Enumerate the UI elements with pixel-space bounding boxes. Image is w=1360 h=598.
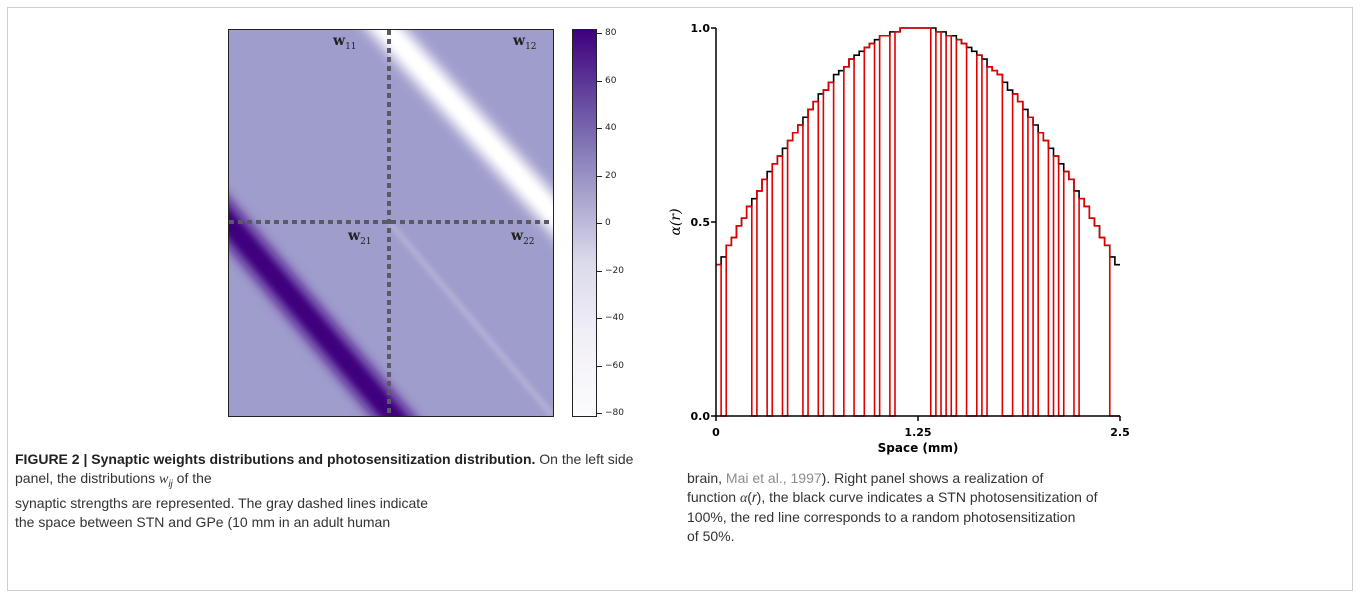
colorbar-tick-label: −20	[605, 266, 624, 276]
colorbar-tick	[597, 33, 602, 34]
reference-link[interactable]: Mai et al., 1997	[725, 470, 822, 486]
w22-faint-band	[386, 220, 553, 416]
label-w21: w21	[348, 228, 372, 247]
colorbar-tick-label: 60	[605, 76, 617, 86]
colorbar-tick	[597, 223, 602, 224]
colorbar-tick-label: −60	[605, 361, 624, 371]
synaptic-weights-heatmap	[228, 29, 554, 417]
colorbar-tick-label: 40	[605, 123, 617, 133]
colorbar-tick	[597, 366, 602, 367]
caption-right-line-4: of 50%.	[687, 527, 735, 544]
colorbar-tick-label: −40	[605, 313, 624, 323]
x-axis-label: Space (mm)	[878, 441, 959, 455]
colorbar-tick-label: −80	[605, 408, 624, 418]
caption-right-line-3: 100%, the red line corresponds to a rand…	[687, 509, 1076, 526]
label-w11: w11	[333, 33, 357, 52]
caption-right-line-2: function α(r), the black curve indicates…	[687, 488, 1098, 506]
label-w12: w12	[513, 33, 537, 52]
colorbar	[572, 29, 597, 417]
figure-frame	[7, 7, 1353, 591]
colorbar-tick	[597, 81, 602, 82]
colorbar-tick	[597, 128, 602, 129]
colorbar-tick-label: 80	[605, 28, 617, 38]
colorbar-tick-label: 20	[605, 171, 617, 181]
x-tick-label-125: 1.25	[904, 426, 931, 439]
colorbar-tick-label: 0	[605, 218, 611, 228]
figure-label: FIGURE 2 | Synaptic weights distribution…	[15, 451, 536, 467]
colorbar-tick	[597, 318, 602, 319]
photosensitization-chart: 1.0 0.5 0.0 0 1.25 2.5 Space (mm) α(r)	[668, 22, 1130, 455]
colorbar-tick	[597, 271, 602, 272]
w12-band-core	[380, 30, 553, 222]
caption-left-line-3: the space between STN and GPe (10 mm in …	[15, 513, 391, 530]
caption-right-column: brain, Mai et al., 1997). Right panel sh…	[687, 469, 1337, 545]
caption-left-column: FIGURE 2 | Synaptic weights distribution…	[15, 450, 655, 531]
caption-title-line: FIGURE 2 | Synaptic weights distribution…	[15, 451, 634, 490]
colorbar-tick	[597, 176, 602, 177]
caption-left-line-2: synaptic strengths are represented. The …	[15, 494, 428, 511]
x-tick-label-0: 0	[712, 426, 720, 439]
label-w22: w22	[511, 228, 535, 247]
colorbar-tick	[597, 413, 602, 414]
w21-band-core	[229, 212, 403, 416]
caption-right-line-1: brain, Mai et al., 1997). Right panel sh…	[687, 470, 1044, 486]
random-photosensitization-line	[716, 27, 1120, 417]
chart-lines	[716, 27, 1120, 417]
x-tick-label-25: 2.5	[1110, 426, 1130, 439]
axis-ticks	[711, 27, 1121, 421]
y-axis-label: α(r)	[668, 208, 684, 235]
y-tick-label-1: 1.0	[691, 22, 711, 35]
y-tick-label-0: 0.0	[691, 410, 711, 423]
y-tick-label-05: 0.5	[691, 216, 711, 229]
